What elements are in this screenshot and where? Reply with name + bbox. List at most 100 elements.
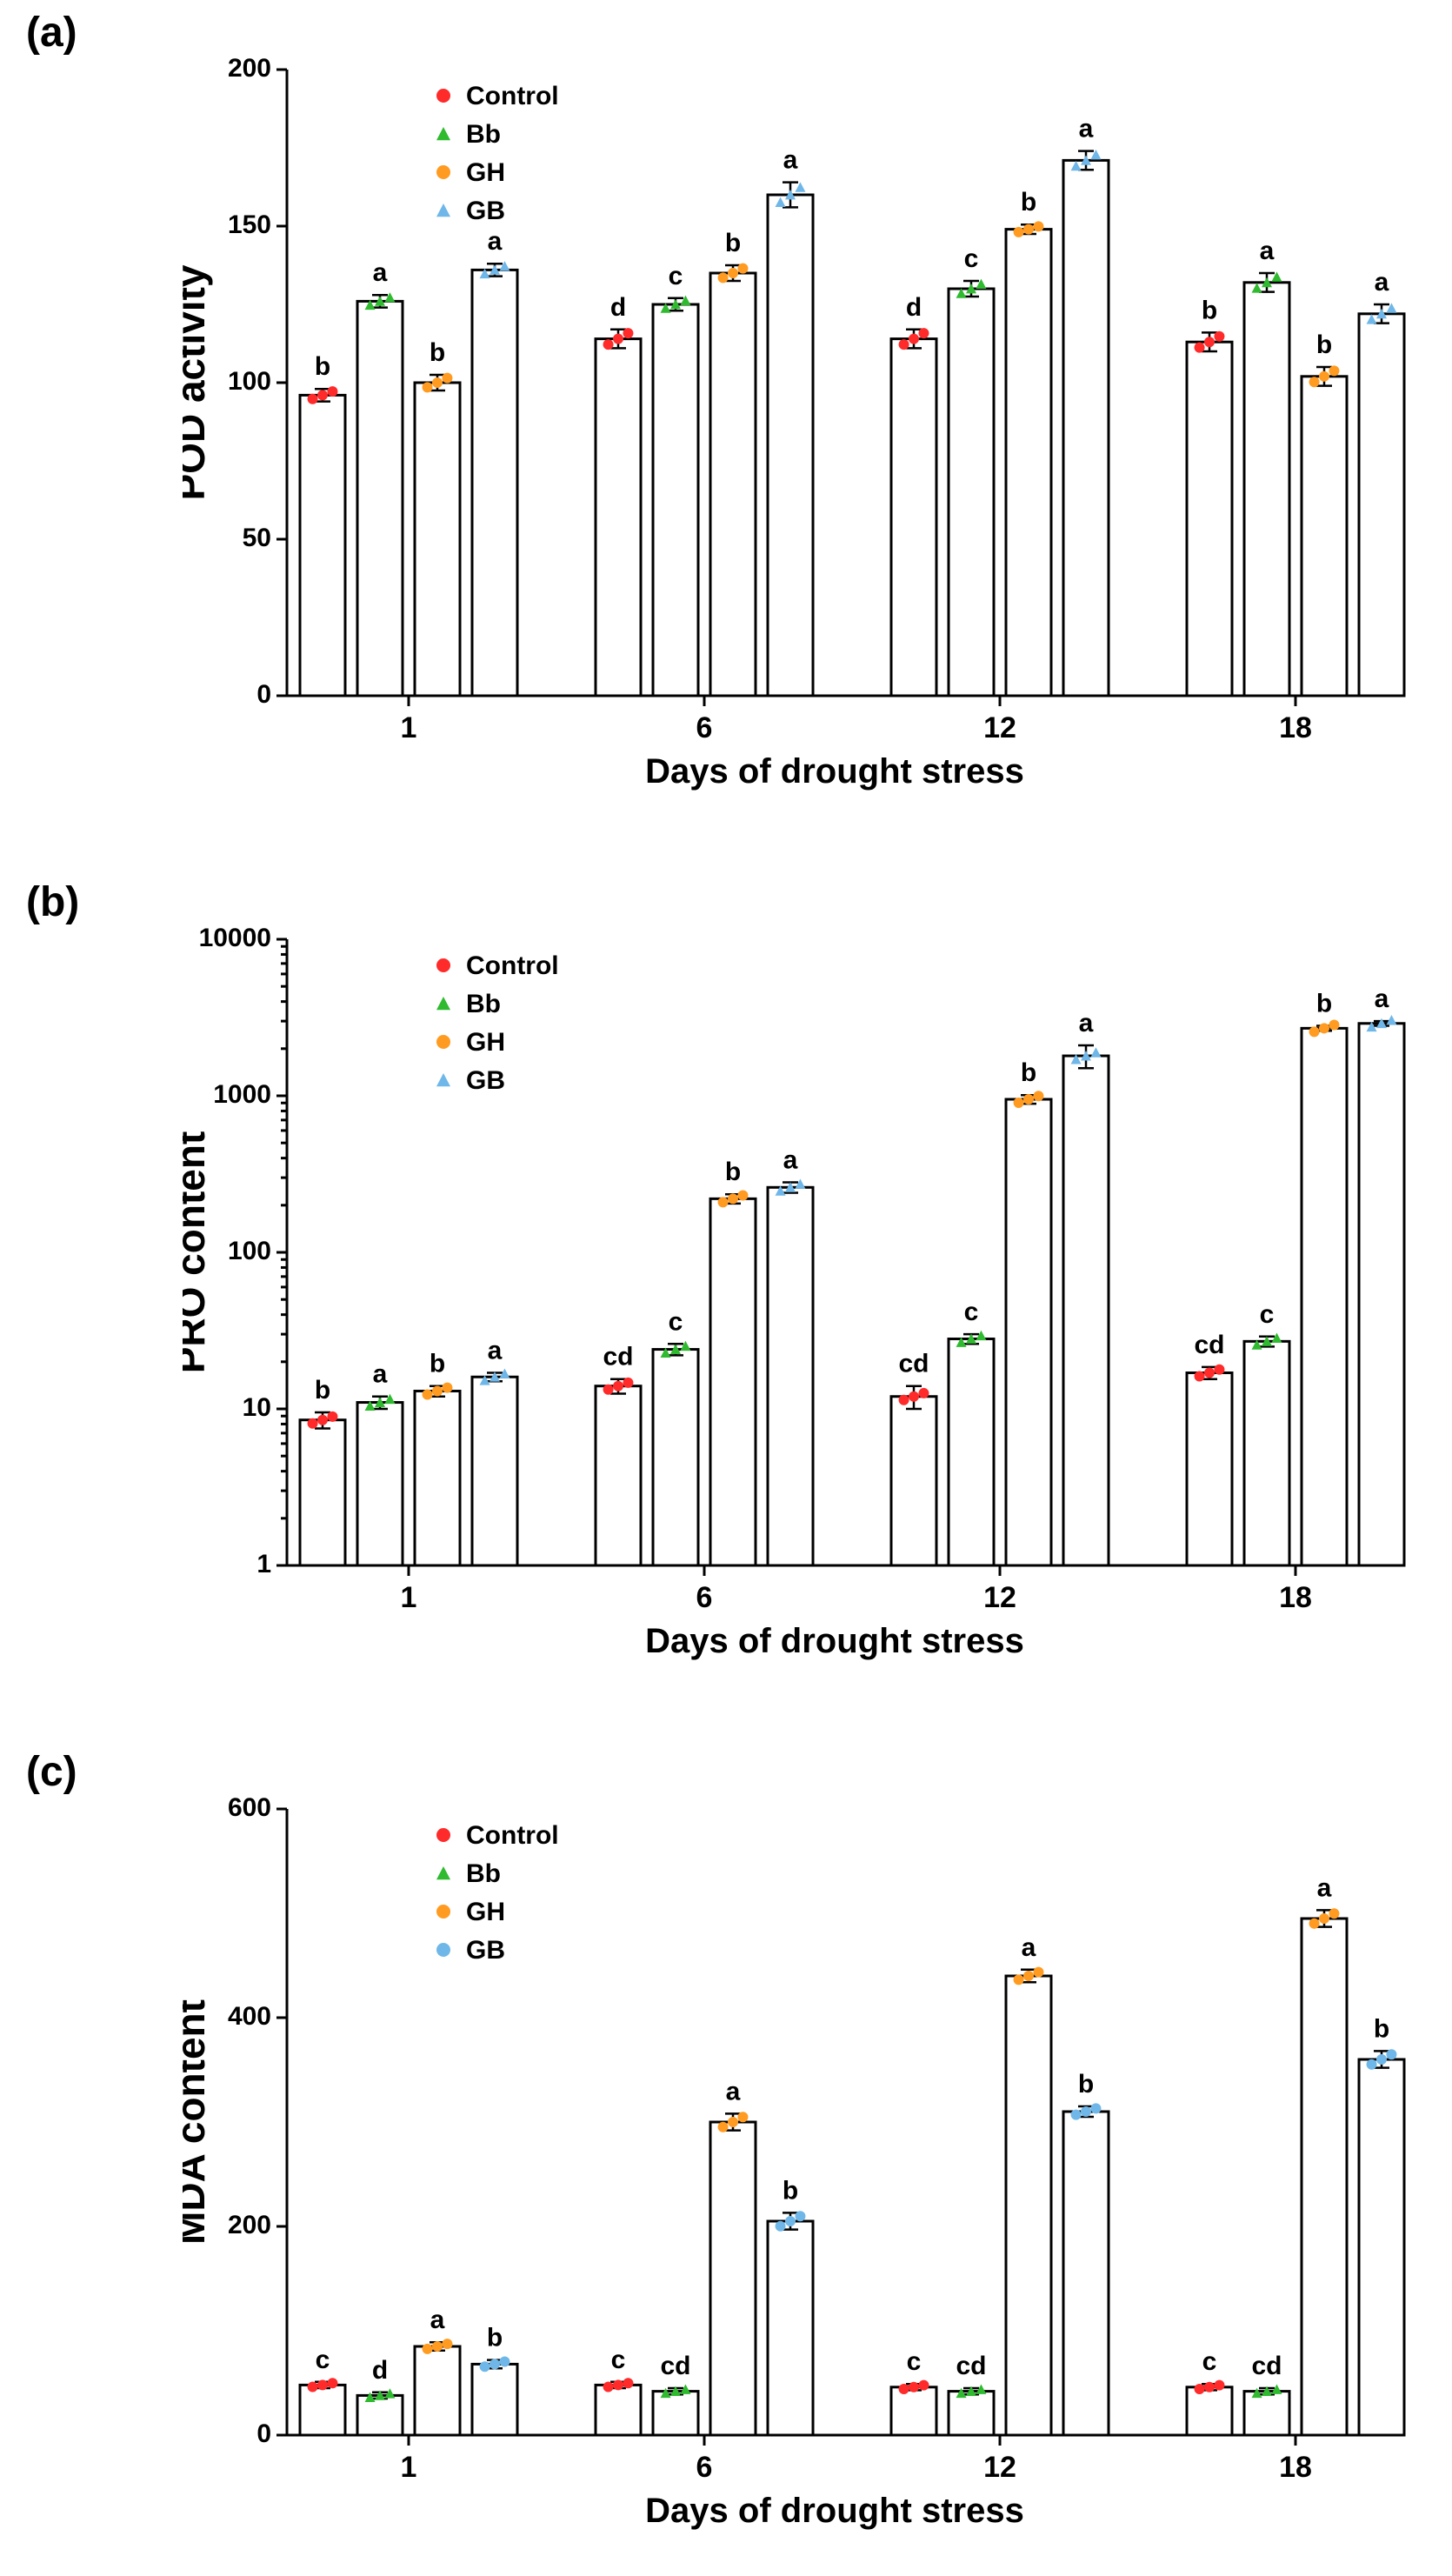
- data-point: [795, 182, 805, 191]
- legend-marker-control: [436, 958, 450, 972]
- significance-label: c: [907, 2347, 922, 2376]
- data-point: [623, 2378, 633, 2388]
- data-point: [1214, 2380, 1224, 2391]
- bar: [300, 1420, 345, 1565]
- data-point: [603, 1385, 614, 1395]
- bar: [768, 1187, 813, 1565]
- significance-label: a: [1022, 1933, 1036, 1962]
- data-point: [432, 1385, 443, 1396]
- legend-label: Bb: [466, 120, 501, 149]
- bar: [1006, 1099, 1051, 1565]
- legend-label: Control: [466, 82, 559, 110]
- data-point: [1309, 1919, 1320, 1929]
- bar: [653, 1350, 698, 1565]
- y-axis-title: POD activity: [183, 264, 213, 500]
- bar: [768, 2221, 813, 2435]
- data-point: [1329, 365, 1339, 376]
- data-point: [327, 2378, 337, 2388]
- significance-label: b: [1021, 188, 1036, 217]
- data-point: [1023, 1971, 1034, 1981]
- data-point: [317, 1415, 328, 1425]
- data-point: [1090, 2103, 1101, 2113]
- data-point: [499, 261, 510, 270]
- ytick-label: 100: [228, 367, 271, 396]
- significance-label: c: [669, 1307, 683, 1336]
- data-point: [1014, 1098, 1024, 1108]
- data-point: [499, 2357, 510, 2367]
- significance-label: a: [430, 2306, 445, 2334]
- data-point: [899, 1395, 909, 1405]
- data-point: [1071, 2110, 1082, 2120]
- bar: [357, 2395, 403, 2435]
- bar: [1244, 283, 1289, 696]
- significance-label: a: [1317, 1873, 1332, 1902]
- significance-label: a: [783, 1146, 798, 1175]
- legend-marker-control: [436, 1828, 450, 1842]
- bar: [710, 273, 756, 696]
- data-point: [776, 2221, 786, 2232]
- data-point: [1195, 1371, 1205, 1382]
- significance-label: d: [372, 2356, 388, 2385]
- legend-label: Bb: [466, 1859, 501, 1888]
- x-axis-title: Days of drought stress: [645, 2492, 1024, 2530]
- data-point: [1386, 1015, 1396, 1024]
- ytick-label: 1: [256, 1550, 271, 1578]
- ytick-label: 1000: [213, 1080, 271, 1109]
- ytick-label: 150: [228, 210, 271, 239]
- legend-label: Control: [466, 1821, 559, 1850]
- bar: [1244, 1341, 1289, 1565]
- data-point: [1214, 1365, 1224, 1375]
- bar: [891, 339, 936, 696]
- bar: [710, 1198, 756, 1565]
- data-point: [613, 334, 623, 344]
- significance-label: c: [611, 2346, 626, 2374]
- legend-label: GH: [466, 158, 505, 187]
- data-point: [909, 334, 919, 344]
- data-point: [1033, 221, 1043, 231]
- panel-label-b: (b): [26, 878, 79, 926]
- bar: [1244, 2392, 1289, 2435]
- xtick-label: 1: [401, 2451, 417, 2484]
- significance-label: a: [1375, 984, 1389, 1013]
- significance-label: a: [1260, 237, 1275, 265]
- significance-label: c: [1260, 1300, 1275, 1329]
- legend-label: GB: [466, 197, 505, 225]
- legend-label: GH: [466, 1028, 505, 1057]
- ytick-label: 0: [256, 680, 271, 709]
- bar: [596, 1386, 641, 1565]
- data-point: [1033, 1091, 1043, 1101]
- significance-label: b: [315, 352, 330, 381]
- data-point: [603, 339, 614, 350]
- bar: [357, 1403, 403, 1565]
- chart-c: 0200400600MDA content1cdab6ccdab12ccdab1…: [183, 1792, 1435, 2557]
- legend-label: Bb: [466, 990, 501, 1018]
- significance-label: a: [783, 146, 798, 175]
- data-point: [728, 1193, 738, 1204]
- significance-label: b: [315, 1376, 330, 1405]
- significance-label: a: [373, 1360, 388, 1389]
- data-point: [1309, 377, 1320, 387]
- data-point: [432, 377, 443, 388]
- significance-label: cd: [603, 1343, 633, 1371]
- legend-marker-gh: [436, 1035, 450, 1049]
- significance-label: a: [1079, 1009, 1094, 1038]
- data-point: [384, 292, 395, 302]
- data-point: [490, 2359, 500, 2369]
- data-point: [1319, 1023, 1329, 1033]
- significance-label: b: [725, 1158, 741, 1186]
- y-axis-title: PRO content: [183, 1131, 213, 1374]
- significance-label: b: [1078, 2070, 1094, 2099]
- legend-label: Control: [466, 951, 559, 980]
- xtick-label: 18: [1279, 711, 1312, 744]
- legend-label: GB: [466, 1066, 505, 1095]
- bar: [1359, 314, 1404, 696]
- significance-label: cd: [660, 2352, 690, 2380]
- data-point: [1195, 343, 1205, 353]
- data-point: [680, 1341, 690, 1351]
- significance-label: d: [610, 293, 626, 322]
- data-point: [918, 2380, 929, 2391]
- data-point: [918, 1388, 929, 1398]
- chart-b: 110100100010000PRO content1baba6cdcba12c…: [183, 922, 1435, 1687]
- bar: [1063, 160, 1109, 696]
- data-point: [680, 296, 690, 305]
